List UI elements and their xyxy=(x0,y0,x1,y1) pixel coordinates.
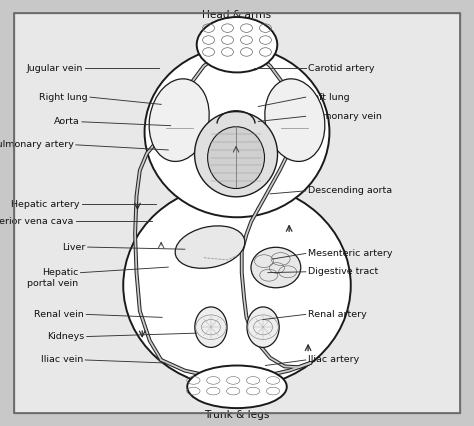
Text: Inferior vena cava: Inferior vena cava xyxy=(0,216,73,226)
Ellipse shape xyxy=(197,17,277,72)
Text: Head & arms: Head & arms xyxy=(202,10,272,20)
Ellipse shape xyxy=(247,307,279,348)
Text: Left lung: Left lung xyxy=(308,92,350,102)
Ellipse shape xyxy=(187,366,287,408)
Text: Pulmonary artery: Pulmonary artery xyxy=(0,140,73,150)
Ellipse shape xyxy=(195,307,227,348)
Text: Hepatic artery: Hepatic artery xyxy=(11,200,80,209)
Text: Descending aorta: Descending aorta xyxy=(308,186,392,196)
Ellipse shape xyxy=(149,79,209,161)
Ellipse shape xyxy=(145,47,329,217)
FancyBboxPatch shape xyxy=(14,13,460,413)
Text: Digestive tract: Digestive tract xyxy=(308,267,378,276)
Text: Right lung: Right lung xyxy=(39,92,88,102)
Text: Renal vein: Renal vein xyxy=(34,310,84,319)
Text: Aorta: Aorta xyxy=(54,117,80,127)
Ellipse shape xyxy=(194,112,277,197)
Text: Iliac vein: Iliac vein xyxy=(41,355,83,365)
Text: Jugular vein: Jugular vein xyxy=(27,63,83,73)
Text: Liver: Liver xyxy=(62,242,85,252)
Text: Carotid artery: Carotid artery xyxy=(308,63,374,73)
Text: Trunk & legs: Trunk & legs xyxy=(204,410,270,420)
Text: Iliac artery: Iliac artery xyxy=(308,355,359,365)
Text: Pulmonary vein: Pulmonary vein xyxy=(308,112,382,121)
Text: portal vein: portal vein xyxy=(27,279,78,288)
Ellipse shape xyxy=(251,247,301,288)
Text: Hepatic: Hepatic xyxy=(42,268,78,277)
Ellipse shape xyxy=(175,226,245,268)
Text: Mesenteric artery: Mesenteric artery xyxy=(308,249,392,258)
Ellipse shape xyxy=(123,183,351,388)
Ellipse shape xyxy=(265,79,325,161)
Ellipse shape xyxy=(208,127,264,188)
Text: Renal artery: Renal artery xyxy=(308,310,367,319)
Text: Kidneys: Kidneys xyxy=(47,332,84,341)
